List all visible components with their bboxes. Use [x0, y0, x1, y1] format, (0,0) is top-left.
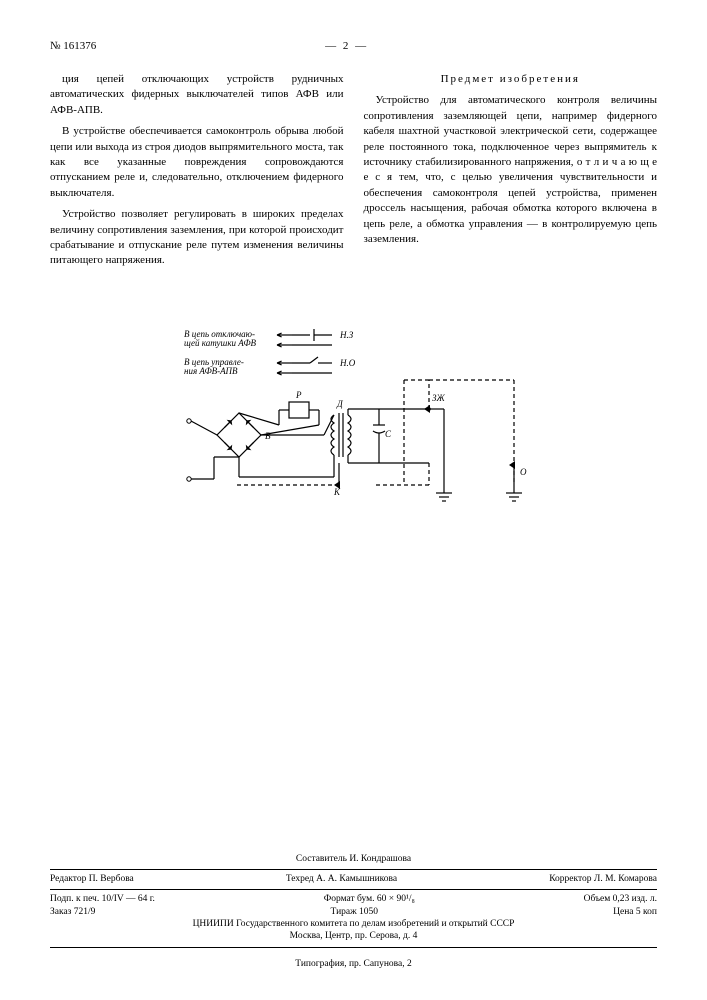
- page-header: № 161376 — 2 —: [50, 40, 657, 52]
- claim-body: Устройство для автоматического контроля …: [364, 93, 658, 247]
- svg-text:Р: Р: [295, 390, 302, 400]
- org: ЦНИИПИ Государственного комитета по дела…: [50, 918, 657, 930]
- pub-volume: Объем 0,23 изд. л.: [584, 893, 657, 905]
- left-p2: В устройстве обеспечивается самоконтроль…: [50, 124, 344, 201]
- left-column: ция цепей отключающих устройств рудничны…: [50, 72, 344, 275]
- techred: Техред А. А. Камышникова: [286, 873, 397, 885]
- left-p1: ция цепей отключающих устройств рудничны…: [50, 72, 344, 118]
- doc-number: № 161376: [50, 40, 96, 52]
- svg-text:С: С: [385, 429, 392, 439]
- svg-text:Н.З: Н.З: [339, 330, 354, 340]
- pub-date: Подп. к печ. 10/IV — 64 г.: [50, 893, 155, 905]
- svg-text:ЗЖ: ЗЖ: [432, 393, 445, 403]
- svg-text:ния АФВ-АПВ: ния АФВ-АПВ: [184, 366, 238, 376]
- svg-text:О: О: [520, 467, 527, 477]
- svg-text:щей катушки АФВ: щей катушки АФВ: [184, 338, 257, 348]
- tirage: Тираж 1050: [331, 906, 379, 918]
- circuit-diagram: Н.ЗН.ОВ цепь отключаю-щей катушки АФВВ ц…: [50, 315, 657, 545]
- editor: Редактор П. Вербова: [50, 873, 134, 885]
- page-number: — 2 —: [325, 40, 368, 52]
- price: Цена 5 коп: [613, 906, 657, 918]
- text-columns: ция цепей отключающих устройств рудничны…: [50, 72, 657, 275]
- svg-text:В: В: [265, 431, 271, 441]
- printer: Типография, пр. Сапунова, 2: [50, 958, 657, 970]
- addr: Москва, Центр, пр. Серова, д. 4: [50, 930, 657, 942]
- left-p3: Устройство позволяет регулировать в широ…: [50, 207, 344, 269]
- right-column: Предмет изобретения Устройство для автом…: [364, 72, 658, 275]
- svg-text:Д: Д: [336, 399, 344, 409]
- order-num: Заказ 721/9: [50, 906, 95, 918]
- corrector: Корректор Л. М. Комарова: [549, 873, 657, 885]
- claim-title: Предмет изобретения: [364, 72, 658, 87]
- svg-text:Н.О: Н.О: [339, 358, 356, 368]
- compiler: Составитель И. Кондрашова: [50, 853, 657, 865]
- pub-format: Формат бум. 60 × 90¹/₈: [324, 893, 415, 905]
- footer: Составитель И. Кондрашова Редактор П. Ве…: [50, 853, 657, 970]
